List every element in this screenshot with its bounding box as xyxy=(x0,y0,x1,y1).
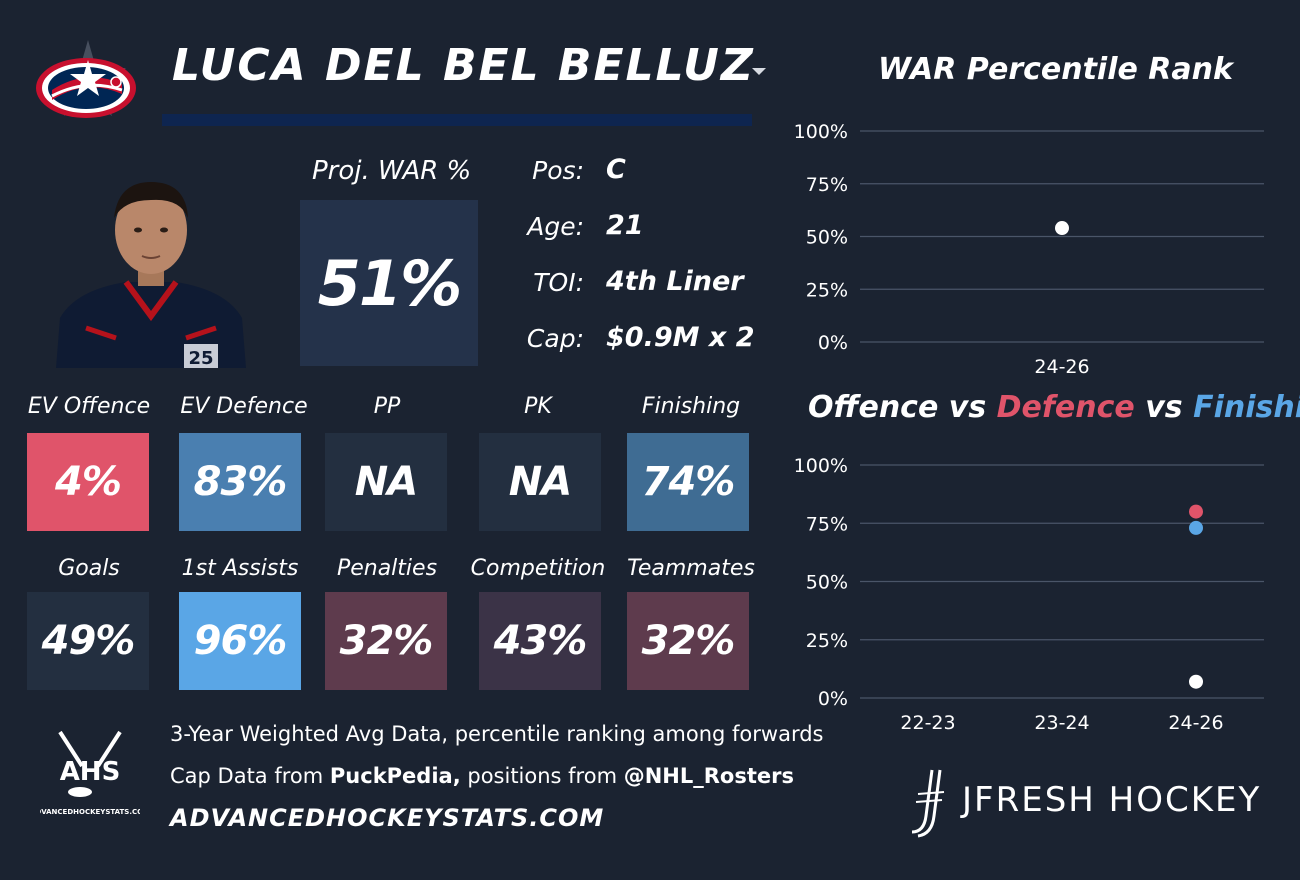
stat-tile-finishing: 74% xyxy=(627,433,749,531)
stat-label-ev-offence: EV Offence xyxy=(27,394,151,419)
proj-war-value: 51% xyxy=(317,246,462,320)
jfresh-logo-icon xyxy=(904,766,950,838)
y-tick-label: 25% xyxy=(806,279,848,301)
player-name: LUCA DEL BEL BELLUZ xyxy=(172,40,755,91)
info-label-toi: TOI: xyxy=(533,268,584,297)
ahs-logo-text: AHS xyxy=(60,757,121,787)
war-chart-title: WAR Percentile Rank xyxy=(878,52,1233,87)
name-underline xyxy=(162,114,752,126)
stat-value-penalties: 32% xyxy=(339,618,434,664)
stat-value-first-assists: 96% xyxy=(193,618,288,664)
footer-line2: Cap Data from PuckPedia, positions from … xyxy=(170,764,794,788)
stat-tile-pk: NA xyxy=(479,433,601,531)
data-point xyxy=(1189,504,1203,519)
stat-label-pp: PP xyxy=(373,394,401,419)
stat-label-penalties: Penalties xyxy=(336,556,438,581)
x-tick-label: 24-26 xyxy=(1034,356,1089,378)
proj-war-box: 51% xyxy=(300,200,478,366)
stat-value-pp: NA xyxy=(354,459,418,505)
y-tick-label: 100% xyxy=(794,455,848,477)
y-tick-label: 75% xyxy=(806,174,848,196)
y-tick-label: 50% xyxy=(806,227,848,249)
stat-label-ev-defence: EV Defence xyxy=(180,394,308,419)
info-value-age: 21 xyxy=(606,210,644,241)
stat-value-goals: 49% xyxy=(41,618,136,664)
ovd-title-vs2: vs xyxy=(1134,390,1194,425)
stat-tile-pp: NA xyxy=(325,433,447,531)
y-tick-label: 0% xyxy=(818,332,848,354)
stat-tile-goals: 49% xyxy=(27,592,149,690)
footer-site-link[interactable]: ADVANCEDHOCKEYSTATS.COM xyxy=(170,804,605,832)
x-tick-label: 24-26 xyxy=(1168,712,1223,734)
stat-tile-teammates: 32% xyxy=(627,592,749,690)
y-tick-label: 75% xyxy=(806,513,848,535)
info-value-cap: $0.9M x 2 xyxy=(606,322,755,353)
ahs-logo-sub: ADVANCEDHOCKEYSTATS.COM xyxy=(40,808,140,816)
dropdown-caret-icon[interactable] xyxy=(748,60,770,82)
stat-tile-competition: 43% xyxy=(479,592,601,690)
war-percentile-chart: 100% 75% 50% 25% 0% 24-26 xyxy=(794,121,1264,378)
stat-label-first-assists: 1st Assists xyxy=(181,556,299,581)
y-tick-label: 100% xyxy=(794,121,848,143)
stat-value-pk: NA xyxy=(508,459,572,505)
info-label-pos: Pos: xyxy=(532,156,584,185)
info-label-age: Age: xyxy=(527,212,584,241)
ovd-chart-title: Offence vs Defence vs Finishing xyxy=(808,390,1300,425)
y-tick-label: 25% xyxy=(806,630,848,652)
ahs-logo-icon: AHS ADVANCEDHOCKEYSTATS.COM xyxy=(30,726,150,820)
info-value-pos: C xyxy=(606,154,626,185)
puckpedia-link[interactable]: PuckPedia, xyxy=(329,764,461,788)
stat-label-goals: Goals xyxy=(58,556,120,581)
jersey-number: 25 xyxy=(188,348,213,368)
data-point xyxy=(1189,520,1203,535)
ovd-title-defence: Defence xyxy=(996,390,1135,425)
brand-name: JFRESH HOCKEY xyxy=(962,780,1262,820)
stat-tile-ev-offence: 4% xyxy=(27,433,149,531)
stat-value-competition: 43% xyxy=(493,618,588,664)
stat-value-teammates: 32% xyxy=(641,618,736,664)
nhl-rosters-link[interactable]: @NHL_Rosters xyxy=(623,764,794,788)
stat-value-ev-offence: 4% xyxy=(55,459,122,505)
footer-line2-mid: positions from xyxy=(460,764,624,788)
stat-label-competition: Competition xyxy=(470,556,606,581)
stat-tile-penalties: 32% xyxy=(325,592,447,690)
data-point xyxy=(1189,674,1203,689)
stat-label-pk: PK xyxy=(524,394,552,419)
y-tick-label: 0% xyxy=(818,688,848,710)
stat-value-finishing: 74% xyxy=(641,459,736,505)
stat-label-teammates: Teammates xyxy=(627,556,755,581)
stat-tile-first-assists: 96% xyxy=(179,592,301,690)
ovd-title-offence: Offence xyxy=(808,390,939,425)
offence-defence-finishing-chart: 100% 75% 50% 25% 0% 22-23 23-24 24-26 xyxy=(794,455,1264,734)
footer-line1: 3-Year Weighted Avg Data, percentile ran… xyxy=(170,722,824,746)
footer-line2-prefix: Cap Data from xyxy=(170,764,330,788)
data-point xyxy=(1055,221,1069,236)
x-tick-label: 22-23 xyxy=(900,712,955,734)
stat-label-finishing: Finishing xyxy=(641,394,741,419)
info-label-cap: Cap: xyxy=(526,324,584,353)
x-tick-label: 23-24 xyxy=(1034,712,1089,734)
stat-tile-ev-defence: 83% xyxy=(179,433,301,531)
ovd-title-vs1: vs xyxy=(938,390,997,425)
ovd-title-finishing: Finishing xyxy=(1193,390,1300,425)
info-value-toi: 4th Liner xyxy=(606,266,744,297)
y-tick-label: 50% xyxy=(806,572,848,594)
stat-value-ev-defence: 83% xyxy=(193,459,288,505)
player-headshot-icon: 25 xyxy=(46,178,256,368)
blue-jackets-logo-icon xyxy=(30,38,140,134)
proj-war-label: Proj. WAR % xyxy=(312,156,472,186)
